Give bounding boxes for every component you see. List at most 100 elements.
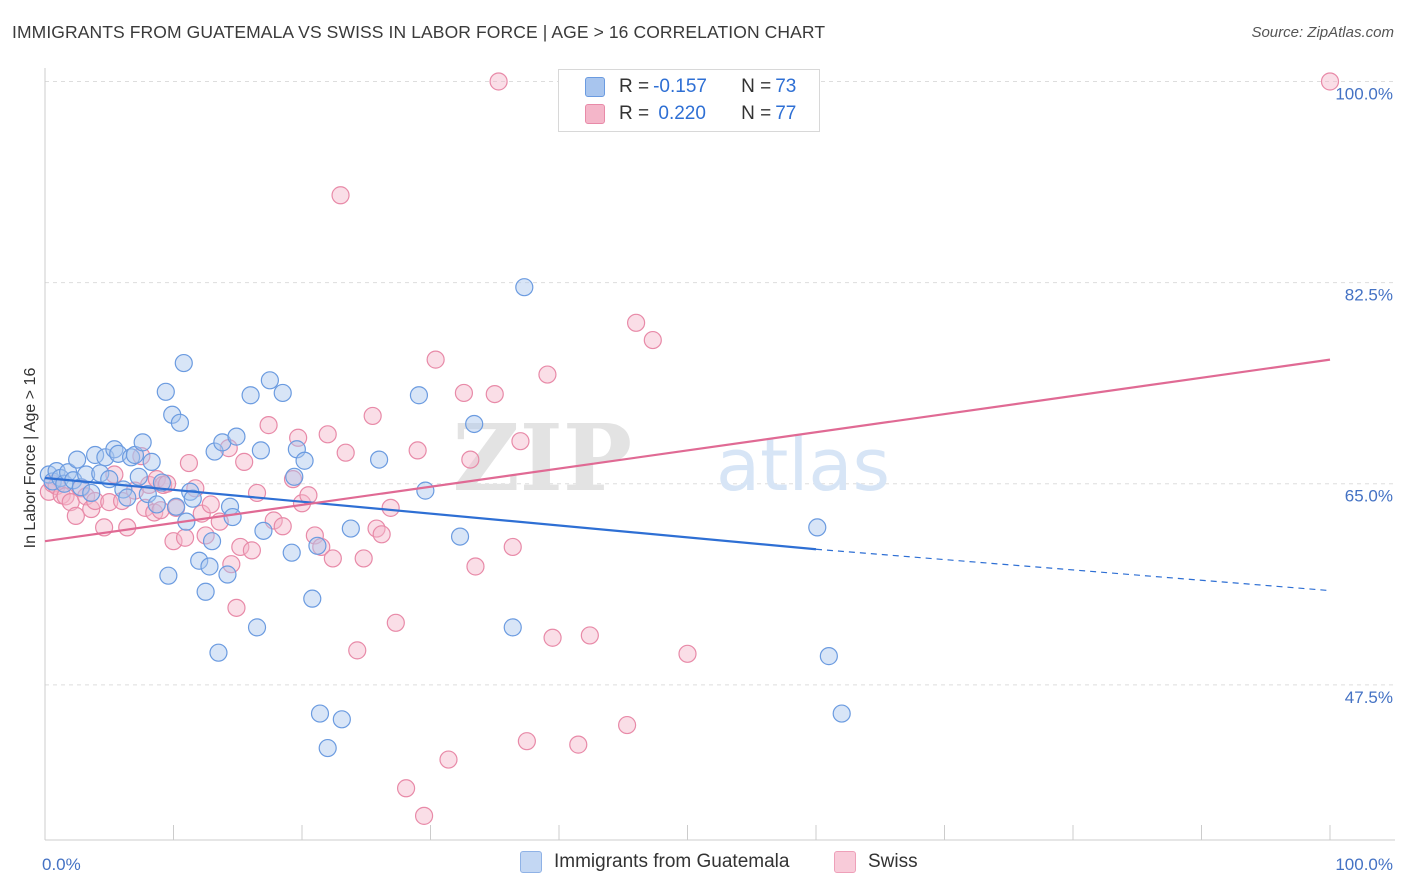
data-point-swiss [454, 383, 474, 403]
trend-line-swiss [44, 358, 1331, 543]
data-point-swiss [1320, 72, 1340, 91]
data-point-swiss [372, 525, 391, 544]
data-point-guatemala [515, 278, 534, 297]
data-point-guatemala [310, 704, 330, 723]
y-axis-label: In Labor Force | Age > 16 [22, 368, 39, 549]
data-point-guatemala [227, 427, 246, 446]
chart-title: IMMIGRANTS FROM GUATEMALA VS SWISS IN LA… [12, 22, 826, 42]
data-point-guatemala [332, 710, 351, 729]
legend-n-label: N = [741, 103, 772, 124]
data-point-guatemala [251, 441, 270, 460]
legend-row-guatemala: R = -0.157 N = 73 [585, 75, 796, 99]
data-point-guatemala [808, 518, 827, 537]
data-point-swiss [222, 555, 241, 574]
data-point-swiss [489, 72, 508, 91]
data-point-guatemala [832, 704, 851, 723]
x-tick-label: 100.0% [1335, 855, 1393, 874]
axis-labels: In Labor Force | Age > 16 [22, 368, 39, 549]
bottom-legend: Immigrants from Guatemala Swiss [0, 851, 1406, 877]
data-point-guatemala [503, 618, 522, 637]
data-point-guatemala [77, 465, 96, 484]
data-point-guatemala [409, 386, 429, 405]
legend-n-label: N = [741, 76, 772, 97]
data-point-guatemala [129, 467, 148, 486]
data-point-swiss [386, 613, 405, 632]
data-point-swiss [273, 517, 292, 536]
data-point-guatemala [209, 643, 228, 662]
source-label: Source: ZipAtlas.com [1251, 24, 1394, 41]
data-point-swiss [201, 495, 220, 514]
series-guatemala [39, 278, 851, 758]
y-tick-label: 65.0% [1345, 487, 1393, 506]
data-point-guatemala [202, 532, 222, 551]
data-point-swiss [354, 549, 373, 568]
data-point-guatemala [183, 489, 202, 508]
data-point-swiss [626, 313, 646, 332]
bottom-legend-label-swiss: Swiss [868, 851, 918, 872]
data-point-swiss [538, 365, 557, 384]
data-point-guatemala [465, 414, 484, 434]
legend-r-label: R = [619, 103, 650, 124]
data-point-guatemala [285, 467, 304, 486]
data-point-swiss [259, 416, 278, 435]
data-point-guatemala [819, 647, 838, 666]
data-point-guatemala [273, 383, 292, 403]
legend-r-value: 0.220 [653, 103, 706, 124]
legend-n-value: 73 [775, 76, 797, 97]
data-point-guatemala [254, 521, 273, 540]
bottom-legend-swiss: Swiss [834, 851, 918, 873]
watermark: ZIP atlas [453, 404, 890, 512]
data-point-guatemala [303, 589, 322, 608]
data-point-swiss [235, 452, 254, 471]
data-point-guatemala [308, 536, 327, 555]
bottom-legend-swatch-swiss [834, 851, 856, 873]
y-tick-label: 100.0% [1335, 84, 1393, 103]
data-point-guatemala [133, 433, 152, 452]
data-point-swiss [118, 518, 137, 537]
data-point-swiss [363, 406, 382, 426]
data-point-swiss [466, 557, 485, 576]
data-point-swiss [543, 628, 562, 647]
data-point-guatemala [205, 442, 224, 461]
data-point-guatemala [218, 565, 237, 584]
trend-lines [44, 358, 1331, 592]
data-point-guatemala [200, 557, 219, 576]
bottom-legend-swatch-guatemala [520, 851, 542, 873]
bottom-legend-label-guatemala: Immigrants from Guatemala [554, 851, 790, 872]
data-point-swiss [242, 541, 261, 560]
data-point-guatemala [416, 481, 435, 500]
trend-line-guatemala-extrapolated [815, 548, 1331, 592]
data-point-swiss [396, 779, 416, 798]
data-point-swiss [414, 806, 434, 825]
gridlines [45, 80, 1395, 686]
data-point-swiss [100, 493, 119, 512]
y-tick-label: 82.5% [1345, 286, 1393, 305]
data-point-swiss [381, 498, 400, 517]
data-point-swiss [618, 715, 637, 735]
data-point-swiss [580, 626, 599, 645]
data-point-guatemala [142, 452, 161, 471]
data-point-guatemala [159, 566, 178, 585]
data-point-guatemala [241, 386, 260, 405]
data-point-swiss [112, 491, 132, 511]
watermark-atlas: atlas [716, 423, 890, 507]
data-point-swiss [66, 506, 85, 526]
data-point-guatemala [295, 451, 314, 470]
data-point-guatemala [147, 495, 166, 514]
data-point-swiss [461, 450, 480, 469]
data-point-guatemala [223, 507, 242, 527]
data-point-guatemala [282, 543, 301, 562]
data-point-guatemala [82, 483, 101, 503]
data-point-swiss [643, 330, 662, 350]
y-tick-label: 47.5% [1345, 688, 1393, 707]
trend-line-guatemala [44, 476, 817, 551]
data-point-swiss [318, 425, 337, 444]
data-point-swiss [305, 526, 324, 545]
data-point-guatemala [341, 519, 360, 538]
axes: 47.5% 65.0% 82.5% 100.0% 0.0% 100.0% [42, 68, 1395, 874]
legend-r-value: -0.157 [653, 76, 707, 97]
data-point-guatemala [166, 497, 186, 516]
data-point-guatemala [174, 353, 193, 373]
data-point-swiss [511, 432, 530, 451]
